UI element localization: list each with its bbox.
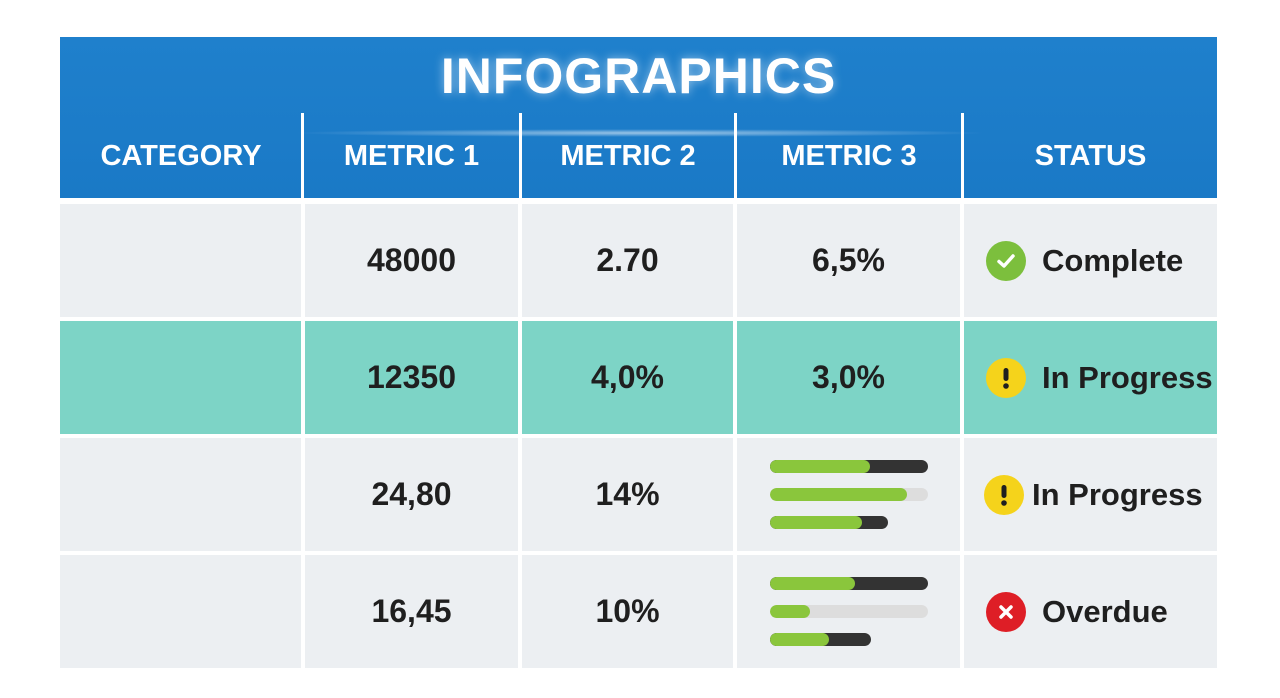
metric-1-cell: 48000 [305, 204, 518, 317]
progress-bar [769, 516, 888, 529]
progress-bar [769, 460, 928, 473]
progress-bar [769, 488, 928, 501]
column-header-metric-2: METRIC 2 [560, 140, 696, 172]
category-cell [60, 321, 301, 434]
page-title: INFOGRAPHICS [440, 48, 837, 104]
status-cell: Overdue [964, 555, 1217, 668]
progress-bars [769, 577, 928, 646]
progress-bar [769, 605, 928, 618]
status-cell: Complete [964, 204, 1217, 317]
metric-1-cell: 24,80 [305, 438, 518, 551]
category-cell [60, 438, 301, 551]
progress-bar-fill [769, 605, 810, 618]
column-header-metric-3: METRIC 3 [781, 140, 917, 172]
status-label: In Progress [1042, 359, 1213, 395]
metric-2-cell: 14% [522, 438, 733, 551]
exclamation-icon [986, 357, 1026, 398]
metric-3-cell: 3,0% [737, 321, 960, 434]
progress-bar-fill [769, 488, 907, 501]
header-divider [734, 113, 737, 199]
category-cell [60, 555, 301, 668]
progress-bars [769, 460, 928, 529]
metric-1-cell: 12350 [305, 321, 518, 434]
header-divider [519, 113, 522, 199]
status-label: Complete [1042, 242, 1184, 278]
column-header-status: STATUS [1034, 140, 1147, 172]
header-divider [301, 113, 304, 199]
metric-3-cell [737, 555, 960, 668]
table-row: 48000 2.70 6,5% Complete [60, 204, 1217, 317]
table-row: 16,45 10% Overdue [60, 555, 1217, 668]
progress-bar-fill [769, 577, 855, 590]
infographic-table: INFOGRAPHICS CATEGORY METRIC 1 METRIC 2 … [60, 37, 1217, 668]
table-row: 24,80 14% In Progress [60, 438, 1217, 551]
title-glow [290, 129, 990, 137]
progress-bar-fill [769, 516, 862, 529]
status-label: In Progress [1032, 476, 1203, 512]
metric-2-cell: 4,0% [522, 321, 733, 434]
status-cell: In Progress [964, 321, 1217, 434]
metric-2-cell: 10% [522, 555, 733, 668]
progress-bar-fill [769, 460, 870, 473]
x-icon [986, 591, 1026, 632]
header-divider [961, 113, 964, 199]
progress-bar-fill [769, 633, 829, 646]
exclamation-icon [984, 474, 1024, 515]
progress-bar [769, 633, 871, 646]
metric-1-cell: 16,45 [305, 555, 518, 668]
column-header-metric-1: METRIC 1 [343, 140, 480, 172]
table-row: 12350 4,0% 3,0% In Progress [60, 321, 1217, 434]
column-header-category: CATEGORY [100, 140, 262, 172]
metric-3-cell: 6,5% [737, 204, 960, 317]
status-cell: In Progress [964, 438, 1217, 551]
category-cell [60, 204, 301, 317]
check-icon [986, 240, 1026, 281]
progress-bar [769, 577, 928, 590]
status-label: Overdue [1042, 593, 1168, 629]
metric-3-cell [737, 438, 960, 551]
table-header: INFOGRAPHICS CATEGORY METRIC 1 METRIC 2 … [60, 37, 1217, 199]
metric-2-cell: 2.70 [522, 204, 733, 317]
